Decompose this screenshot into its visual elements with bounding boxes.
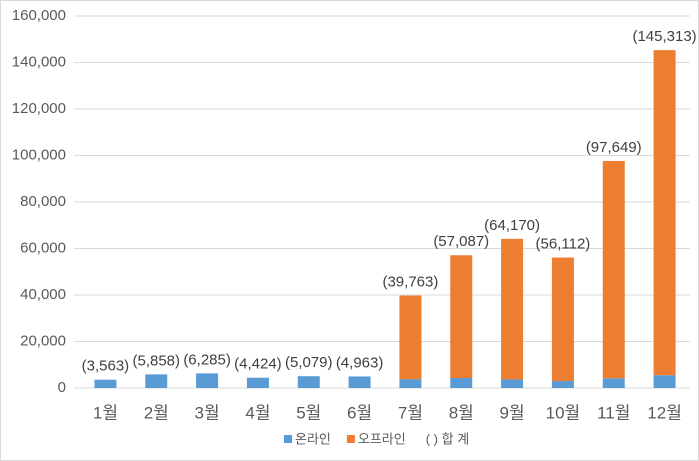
x-tick-label: 8월 [449,403,474,422]
total-label: (5,858) [132,352,180,369]
x-tick-label: 6월 [347,403,372,422]
total-label: (57,087) [433,233,489,250]
y-tick-label: 140,000 [12,53,66,70]
x-tick-label: 12월 [647,403,682,422]
y-tick-label: 160,000 [12,7,66,24]
bar [653,50,676,376]
bar [501,238,524,380]
legend-label: ( ) 합 계 [426,431,469,446]
y-tick-label: 80,000 [20,193,66,210]
y-tick-label: 120,000 [12,100,66,117]
bar [501,379,524,388]
x-tick-label: 7월 [398,403,423,422]
y-tick-label: 100,000 [12,146,66,163]
bar [297,376,320,388]
legend-swatch [346,435,355,443]
total-label: (145,313) [632,28,696,45]
x-tick-label: 10월 [546,403,581,422]
total-label: (97,649) [586,139,642,156]
x-tick-label: 4월 [245,403,270,422]
bar [551,381,574,388]
bar [399,295,422,380]
x-tick-label: 11월 [597,403,630,422]
legend-label: 온라인 [295,431,331,446]
bar [399,379,422,388]
total-label: (5,079) [285,354,333,371]
bar [196,373,219,388]
bar [94,379,117,388]
x-tick-label: 9월 [500,403,525,422]
x-tick-label: 3월 [195,403,220,422]
bar [602,378,625,388]
bar [450,378,473,388]
legend-label: 오프라인 [358,431,406,446]
bar [653,375,676,388]
y-tick-label: 60,000 [20,239,66,256]
total-label: (6,285) [183,351,231,368]
y-tick-label: 40,000 [20,286,66,303]
x-tick-label: 1월 [93,403,118,422]
x-tick-label: 5월 [296,403,321,422]
bar [551,257,574,382]
bar [602,160,625,379]
total-label: (64,170) [484,217,540,234]
bar [348,376,371,388]
total-label: (4,424) [234,356,282,373]
y-tick-label: 20,000 [20,332,66,349]
legend-swatch [284,435,292,443]
y-tick-label: 0 [58,379,66,396]
x-tick-label: 2월 [144,403,169,422]
bar [145,374,168,388]
bar [246,377,269,388]
total-label: (4,963) [336,354,384,371]
total-label: (3,563) [82,358,130,375]
total-label: (39,763) [382,274,438,291]
total-label: (56,112) [536,236,591,253]
bar [450,255,473,379]
